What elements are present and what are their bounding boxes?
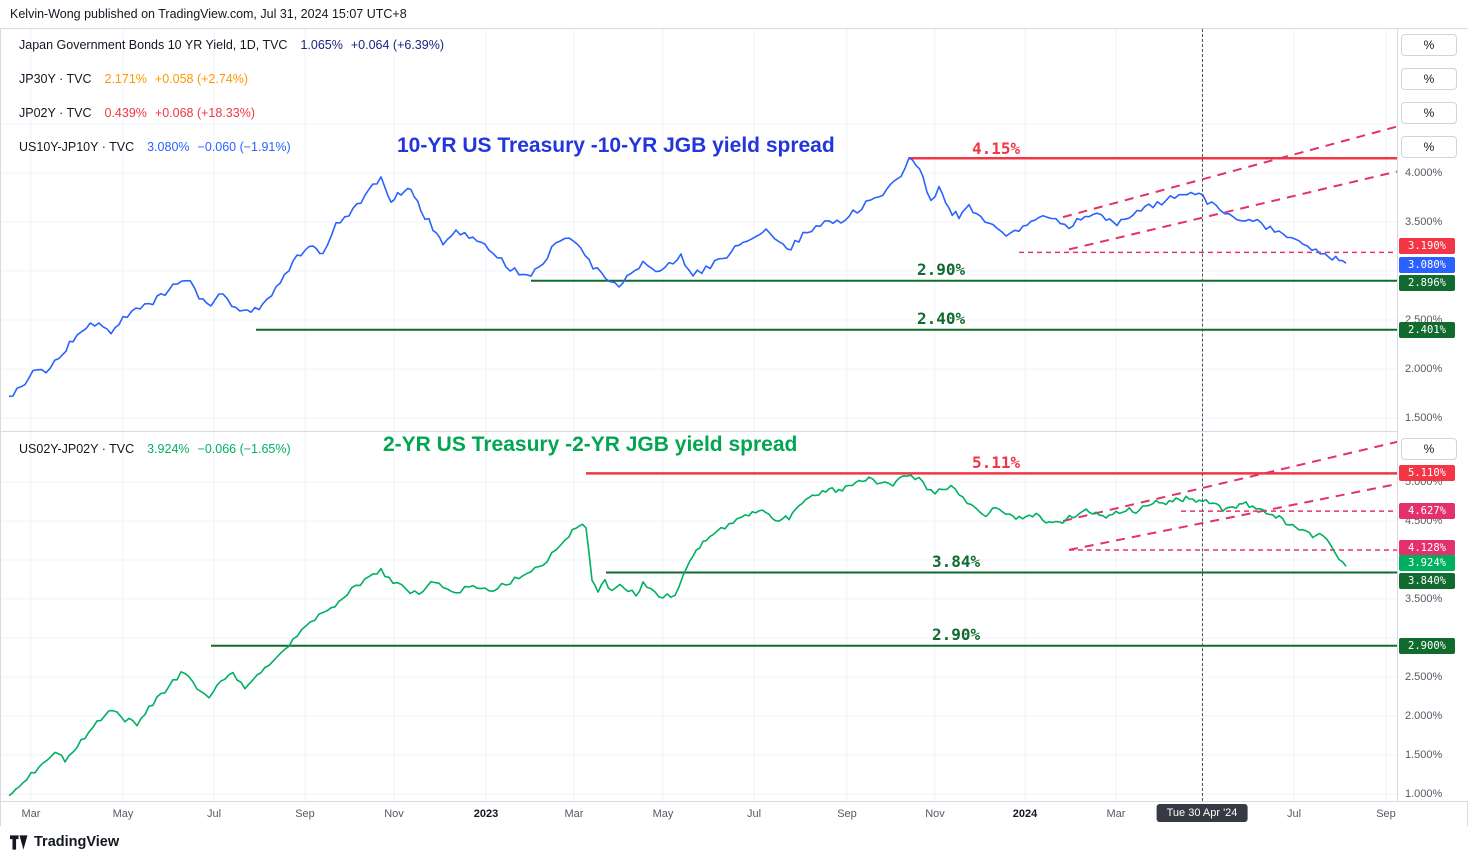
chart-container: Japan Government Bonds 10 YR Yield, 1D, … [0, 28, 1468, 827]
time-axis-label: Mar [564, 808, 584, 820]
price-label-badge: 3.080% [1399, 257, 1455, 274]
axis-tick-label: 2.000% [1405, 710, 1443, 722]
axis-tick-label: 1.000% [1405, 788, 1443, 800]
dashed-trendline[interactable] [1062, 125, 1397, 219]
tradingview-logo [10, 834, 28, 850]
legend-value: 3.924% [147, 442, 190, 456]
time-axis-label: May [652, 808, 674, 820]
series-line-us02y-jp02y[interactable] [8, 474, 1347, 797]
price-axis[interactable]: % % % % % 4.000% 3.500% 2.500% 2.000% 1.500%… [1397, 29, 1468, 801]
pane1-title: 10-YR US Treasury -10-YR JGB yield sprea… [397, 134, 835, 157]
dashed-trendline[interactable] [1062, 440, 1397, 522]
time-axis-label: 2024 [1012, 808, 1038, 820]
price-label-badge: 4.128% [1399, 540, 1455, 557]
time-axis-label: May [112, 808, 134, 820]
legend-symbol-title: Japan Government Bonds 10 YR Yield, 1D, … [19, 38, 288, 52]
price-scale-mode-button[interactable]: % [1401, 136, 1457, 158]
axis-tick-label: 3.500% [1405, 216, 1443, 228]
axis-tick-label: 1.500% [1405, 412, 1443, 424]
footer: TradingView [0, 826, 1468, 861]
price-label-badge: 5.110% [1399, 465, 1455, 482]
price-label-badge: 3.190% [1399, 238, 1455, 255]
legend-symbol-title: JP02Y · TVC [19, 106, 92, 120]
level-label-415: 4.15% [972, 139, 1021, 158]
time-axis-label: 2023 [473, 808, 499, 820]
price-label-badge: 2.896% [1399, 275, 1455, 292]
price-label-badge: 3.840% [1399, 573, 1455, 590]
time-axis-label: Sep [837, 808, 857, 820]
price-scale-mode-button[interactable]: % [1401, 34, 1457, 56]
brand-name: TradingView [34, 834, 120, 850]
pane2-title: 2-YR US Treasury -2-YR JGB yield spread [383, 433, 798, 456]
pane-separator[interactable] [1, 431, 1467, 432]
price-scale-mode-button[interactable]: % [1401, 68, 1457, 90]
level-label-290a: 2.90% [917, 260, 966, 279]
dashed-trendline[interactable] [1068, 482, 1397, 551]
legend-change: +0.064 (+6.39%) [350, 38, 444, 52]
legend-change: +0.068 (+18.33%) [154, 106, 255, 120]
price-label-badge: 2.900% [1399, 637, 1455, 654]
legend-value: 3.080% [147, 140, 190, 154]
legend-symbol-title: US02Y-JP02Y · TVC [19, 442, 135, 456]
legend-row-jp02y[interactable]: JP02Y · TVC 0.439% +0.068 (+18.33%) [19, 103, 255, 123]
time-axis-date-badge: Tue 30 Apr '24 [1156, 804, 1248, 822]
time-axis-label: Jul [206, 808, 222, 820]
legend-row-us10y-jp10y[interactable]: US10Y-JP10Y · TVC 3.080% −0.060 (−1.91%) [19, 137, 291, 157]
price-label-badge: 4.627% [1399, 503, 1455, 520]
price-pane-10yr-spread[interactable] [1, 29, 1397, 431]
time-axis-label: Jul [746, 808, 762, 820]
time-axis[interactable]: Mar May Jul Sep Nov 2023 Mar May Jul Sep Nov 2024 Ma… [1, 801, 1467, 827]
publication-text: Kelvin-Wong published on TradingView.com… [10, 7, 407, 21]
legend-symbol-title: JP30Y · TVC [19, 72, 92, 86]
legend-symbol-title: US10Y-JP10Y · TVC [19, 140, 135, 154]
axis-tick-label: 1.500% [1405, 749, 1443, 761]
publication-header: Kelvin-Wong published on TradingView.com… [0, 0, 1468, 28]
legend-value: 2.171% [104, 72, 147, 86]
plot-area[interactable]: Japan Government Bonds 10 YR Yield, 1D, … [1, 29, 1397, 801]
time-axis-label: Mar [21, 808, 41, 820]
legend-change: −0.066 (−1.65%) [197, 442, 291, 456]
legend-value: 1.065% [300, 38, 343, 52]
level-label-290b: 2.90% [932, 625, 981, 644]
legend-row-jp30y[interactable]: JP30Y · TVC 2.171% +0.058 (+2.74%) [19, 69, 248, 89]
level-label-384: 3.84% [932, 552, 981, 571]
series-line-us10y-jp10y[interactable] [8, 157, 1347, 398]
axis-tick-label: 2.000% [1405, 363, 1443, 375]
price-scale-mode-button[interactable]: % [1401, 438, 1457, 460]
time-axis-label: Sep [1376, 808, 1396, 820]
price-scale-mode-button[interactable]: % [1401, 102, 1457, 124]
dashed-trendline[interactable] [1068, 170, 1397, 251]
axis-tick-label: 4.000% [1405, 167, 1443, 179]
legend-row-jgb10y[interactable]: Japan Government Bonds 10 YR Yield, 1D, … [19, 35, 444, 55]
time-axis-label: Mar [1106, 808, 1126, 820]
price-pane-2yr-spread[interactable] [1, 431, 1397, 801]
legend-value: 0.439% [104, 106, 147, 120]
legend-row-us02y-jp02y[interactable]: US02Y-JP02Y · TVC 3.924% −0.066 (−1.65%) [19, 439, 291, 459]
level-label-511: 5.11% [972, 453, 1021, 472]
legend-change: +0.058 (+2.74%) [154, 72, 249, 86]
price-label-badge: 2.401% [1399, 321, 1455, 338]
level-label-240: 2.40% [917, 309, 966, 328]
legend-change: −0.060 (−1.91%) [197, 140, 291, 154]
time-axis-label: Nov [384, 808, 404, 820]
axis-tick-label: 3.500% [1405, 593, 1443, 605]
price-label-badge: 3.924% [1399, 554, 1455, 571]
tradingview-link[interactable]: TradingView [10, 834, 119, 850]
time-axis-label: Sep [295, 808, 315, 820]
time-axis-label: Jul [1286, 808, 1302, 820]
vertical-date-line[interactable] [1202, 29, 1203, 801]
axis-tick-label: 2.500% [1405, 671, 1443, 683]
time-axis-label: Nov [925, 808, 945, 820]
